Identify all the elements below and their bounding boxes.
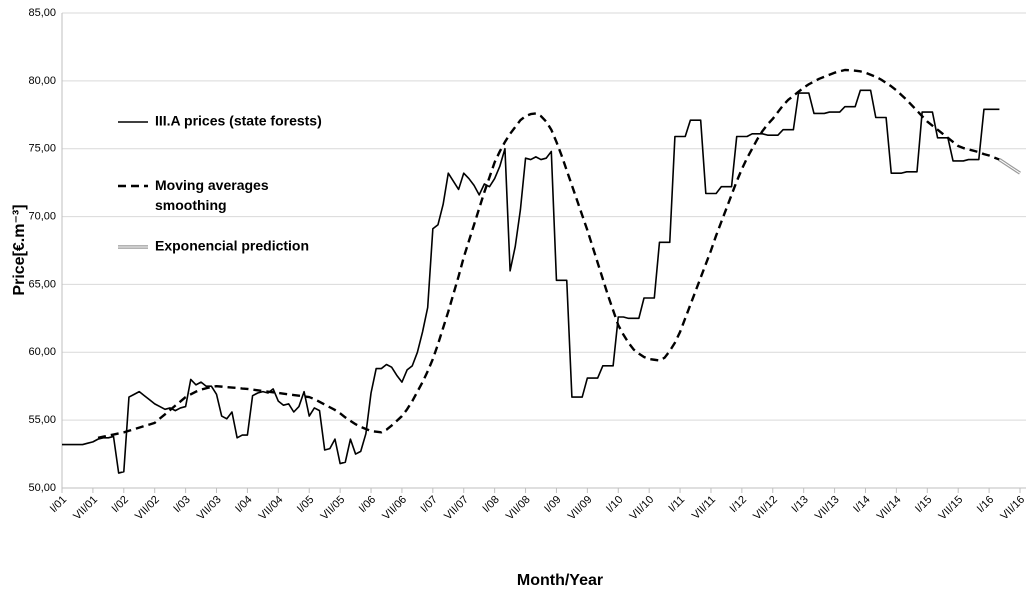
x-tick-label: VII/10 bbox=[628, 494, 657, 523]
x-tick-label: VII/09 bbox=[566, 494, 595, 523]
y-tick-label: 55,00 bbox=[28, 414, 56, 426]
x-tick-label: I/07 bbox=[419, 494, 440, 515]
x-tick-label: I/02 bbox=[110, 494, 131, 515]
x-tick-label: I/16 bbox=[975, 494, 996, 515]
x-tick-label: I/12 bbox=[728, 494, 749, 515]
x-tick-label: VII/07 bbox=[442, 494, 471, 523]
x-tick-label: I/04 bbox=[233, 494, 254, 515]
x-tick-label: VII/02 bbox=[133, 494, 162, 523]
legend-line: smoothing bbox=[155, 197, 227, 213]
x-tick-label: VII/11 bbox=[690, 494, 718, 522]
x-tick-label: VII/16 bbox=[998, 494, 1026, 523]
y-tick-label: 75,00 bbox=[28, 143, 56, 155]
y-tick-label: 80,00 bbox=[28, 75, 56, 87]
series-line-inner bbox=[999, 159, 1021, 174]
x-tick-label: I/09 bbox=[542, 494, 563, 515]
y-tick-label: 85,00 bbox=[28, 7, 56, 19]
x-tick-label: VII/03 bbox=[195, 494, 224, 523]
series-line bbox=[97, 68, 1000, 439]
x-tick-label: I/06 bbox=[357, 494, 378, 515]
x-tick-label: VII/01 bbox=[71, 494, 100, 523]
y-tick-label: 65,00 bbox=[28, 278, 56, 290]
legend-label: Exponencial prediction bbox=[155, 238, 309, 254]
x-tick-label: VII/15 bbox=[937, 494, 966, 523]
x-tick-label: I/11 bbox=[666, 494, 687, 515]
x-tick-label: I/08 bbox=[480, 494, 501, 515]
x-tick-label: I/03 bbox=[171, 494, 192, 515]
x-tick-label: I/01 bbox=[48, 494, 69, 515]
x-tick-label: I/05 bbox=[295, 494, 316, 515]
x-tick-label: VII/04 bbox=[257, 494, 286, 523]
x-tick-label: I/15 bbox=[913, 494, 934, 515]
x-tick-label: VII/08 bbox=[504, 494, 533, 523]
x-tick-label: VII/05 bbox=[318, 494, 347, 523]
x-tick-label: VII/14 bbox=[875, 494, 904, 523]
legend-line: Moving averages bbox=[155, 177, 269, 193]
x-axis-title: Month/Year bbox=[517, 572, 603, 589]
legend-label: III.A prices (state forests) bbox=[155, 113, 322, 129]
legend-label: Moving averages smoothing bbox=[155, 177, 269, 213]
x-tick-label: I/13 bbox=[789, 494, 810, 515]
x-tick-label: I/10 bbox=[604, 494, 625, 515]
x-tick-label: VII/06 bbox=[380, 494, 409, 523]
series-line bbox=[62, 89, 1000, 474]
y-tick-label: 50,00 bbox=[28, 482, 56, 494]
x-tick-label: I/14 bbox=[851, 494, 872, 515]
x-tick-label: VII/13 bbox=[813, 494, 842, 523]
y-axis-title: Price[€.m⁻³] bbox=[11, 204, 28, 295]
x-tick-label: VII/12 bbox=[751, 494, 780, 523]
y-tick-label: 70,00 bbox=[28, 210, 56, 222]
y-tick-label: 60,00 bbox=[28, 346, 56, 358]
